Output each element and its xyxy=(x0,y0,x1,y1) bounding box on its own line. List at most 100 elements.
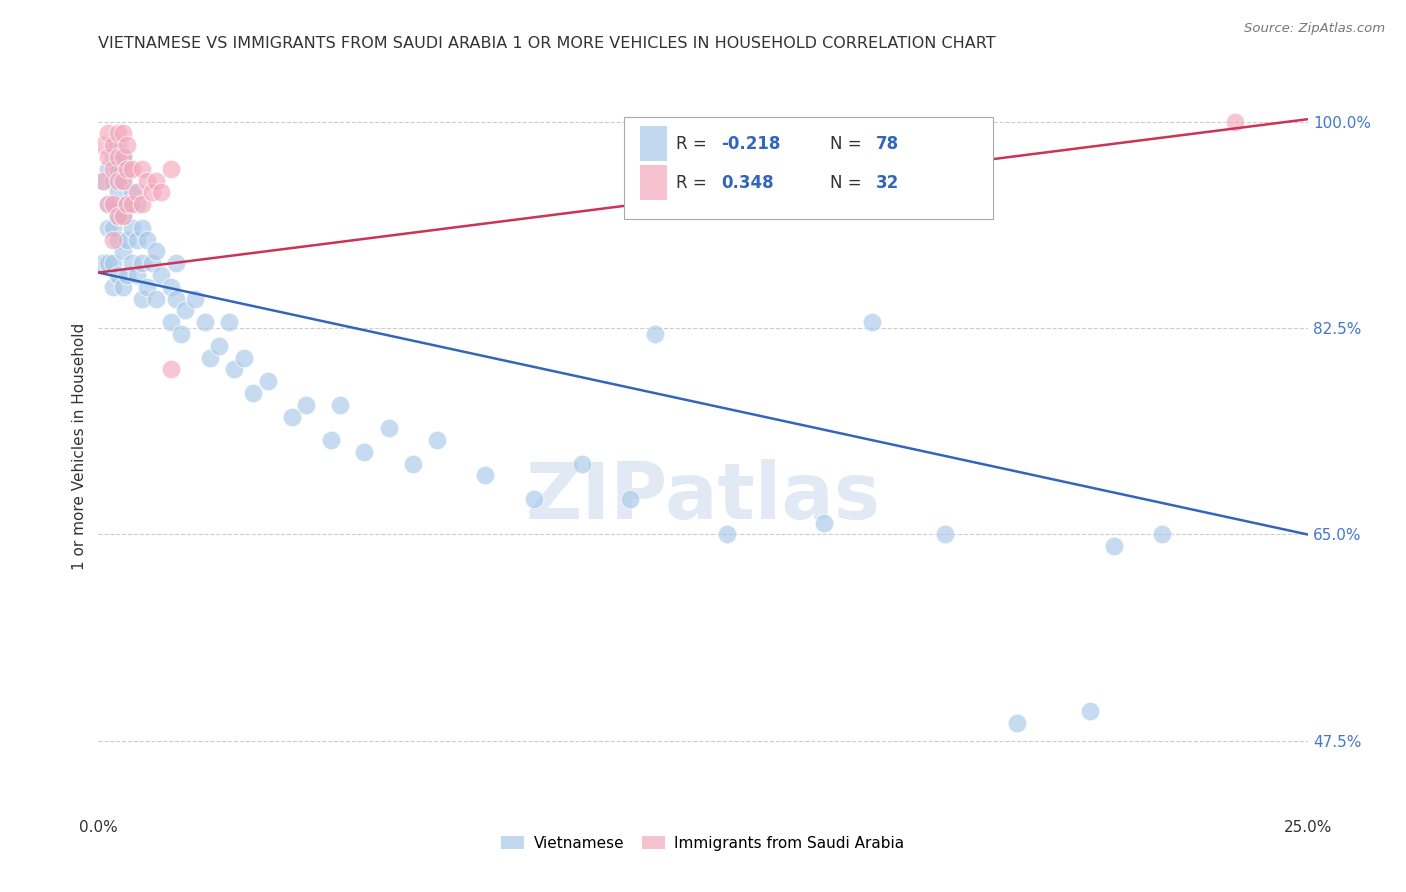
Text: 78: 78 xyxy=(876,135,898,153)
Point xyxy=(523,492,546,507)
Point xyxy=(1102,539,1125,553)
Point xyxy=(145,244,167,259)
Point xyxy=(121,197,143,211)
Point xyxy=(135,173,157,187)
Point xyxy=(141,256,163,270)
Text: N =: N = xyxy=(830,135,868,153)
Point xyxy=(107,233,129,247)
Point xyxy=(131,256,153,270)
Point xyxy=(127,233,149,247)
Point xyxy=(135,279,157,293)
Point xyxy=(860,315,883,329)
Point xyxy=(121,220,143,235)
Point xyxy=(131,220,153,235)
Point xyxy=(169,326,191,341)
Point xyxy=(131,292,153,306)
Point xyxy=(426,433,449,447)
Point xyxy=(402,457,425,471)
Point xyxy=(107,186,129,200)
Text: R =: R = xyxy=(676,174,713,192)
FancyBboxPatch shape xyxy=(640,127,666,161)
Point xyxy=(1007,716,1029,731)
Point xyxy=(160,161,183,176)
Text: VIETNAMESE VS IMMIGRANTS FROM SAUDI ARABIA 1 OR MORE VEHICLES IN HOUSEHOLD CORRE: VIETNAMESE VS IMMIGRANTS FROM SAUDI ARAB… xyxy=(98,36,995,51)
Point xyxy=(101,150,124,164)
Text: ZIPatlas: ZIPatlas xyxy=(526,459,880,535)
Point xyxy=(242,385,264,400)
Point xyxy=(97,256,120,270)
Point xyxy=(644,326,666,341)
Point xyxy=(232,351,254,365)
Point xyxy=(141,186,163,200)
Point xyxy=(97,220,120,235)
Point xyxy=(111,173,134,187)
FancyBboxPatch shape xyxy=(624,117,993,219)
Point xyxy=(107,150,129,164)
Point xyxy=(111,209,134,223)
Point xyxy=(716,527,738,541)
Point xyxy=(145,173,167,187)
Point xyxy=(281,409,304,424)
Point xyxy=(131,161,153,176)
Text: -0.218: -0.218 xyxy=(721,135,780,153)
Point xyxy=(121,161,143,176)
Point xyxy=(91,138,114,153)
Point xyxy=(117,268,139,282)
Point xyxy=(121,186,143,200)
Point xyxy=(619,492,641,507)
Point xyxy=(319,433,342,447)
Point xyxy=(111,173,134,187)
Point xyxy=(117,233,139,247)
Point xyxy=(97,127,120,141)
Point xyxy=(295,398,318,412)
Point xyxy=(101,197,124,211)
Point xyxy=(198,351,221,365)
Point xyxy=(97,197,120,211)
Point xyxy=(160,315,183,329)
Point xyxy=(218,315,240,329)
Point xyxy=(97,150,120,164)
Point xyxy=(150,186,173,200)
Point xyxy=(165,292,187,306)
Point xyxy=(117,197,139,211)
Point xyxy=(107,138,129,153)
FancyBboxPatch shape xyxy=(640,165,666,200)
Point xyxy=(127,268,149,282)
Point xyxy=(101,138,124,153)
Point xyxy=(934,527,956,541)
Text: 32: 32 xyxy=(876,174,900,192)
Point xyxy=(101,279,124,293)
Point xyxy=(111,209,134,223)
Point xyxy=(222,362,245,376)
Point xyxy=(353,445,375,459)
Point xyxy=(117,161,139,176)
Point xyxy=(101,161,124,176)
Point xyxy=(107,209,129,223)
Point xyxy=(145,292,167,306)
Point xyxy=(1152,527,1174,541)
Point xyxy=(101,233,124,247)
Point xyxy=(117,138,139,153)
Point xyxy=(107,161,129,176)
Point xyxy=(127,186,149,200)
Point xyxy=(91,256,114,270)
Point xyxy=(97,197,120,211)
Point xyxy=(1078,705,1101,719)
Text: R =: R = xyxy=(676,135,713,153)
Point xyxy=(121,256,143,270)
Point xyxy=(194,315,217,329)
Point xyxy=(256,374,278,388)
Point xyxy=(160,279,183,293)
Point xyxy=(101,173,124,187)
Point xyxy=(474,468,496,483)
Point xyxy=(329,398,352,412)
Point xyxy=(1223,114,1246,128)
Point xyxy=(107,173,129,187)
Point xyxy=(184,292,207,306)
Point xyxy=(135,233,157,247)
Point xyxy=(111,150,134,164)
Text: N =: N = xyxy=(830,174,868,192)
Point xyxy=(111,279,134,293)
Point xyxy=(111,127,134,141)
Text: 0.348: 0.348 xyxy=(721,174,773,192)
